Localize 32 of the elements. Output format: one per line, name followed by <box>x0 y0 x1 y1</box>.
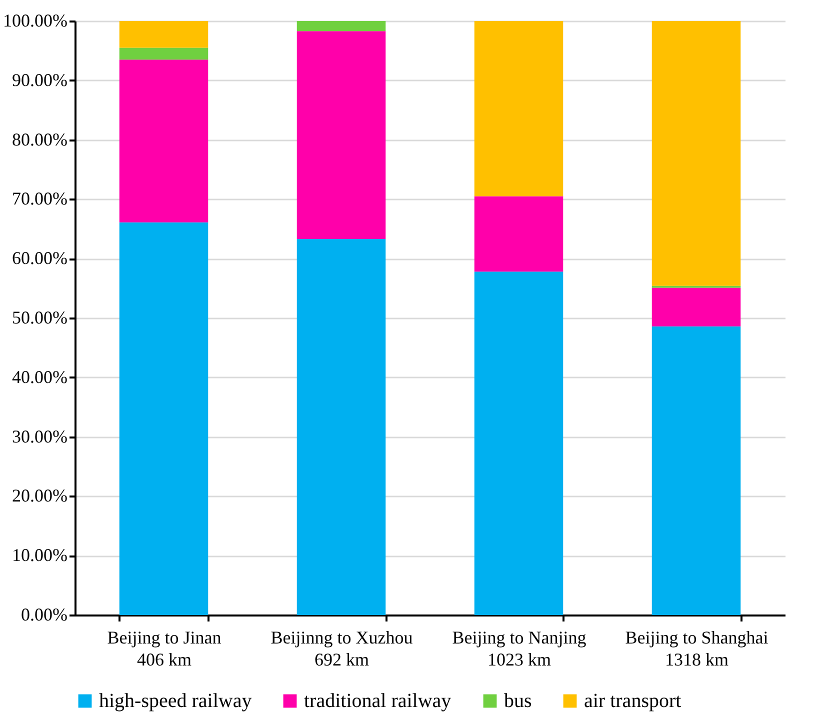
x-tick-label: Beijinng to Xuzhou 692 km <box>270 628 413 670</box>
bar <box>474 196 564 272</box>
y-tick-label: 30.00% <box>12 426 68 446</box>
bar <box>652 21 741 286</box>
bar <box>296 31 386 239</box>
y-tick-label: 10.00% <box>12 545 68 566</box>
y-tick-label: 20.00% <box>12 486 68 506</box>
bar <box>119 222 208 615</box>
legend-label: air transport <box>584 690 682 712</box>
y-tick-label: 40.00% <box>12 366 68 387</box>
bar <box>474 272 564 615</box>
bar <box>474 21 564 196</box>
y-tick-label: 70.00% <box>12 188 68 209</box>
legend-label: high-speed railway <box>99 690 252 712</box>
bar <box>119 21 208 48</box>
x-tick-label: Beijing to Shanghai 1318 km <box>625 628 768 670</box>
bar <box>652 288 741 326</box>
y-tick-label: 50.00% <box>12 308 68 328</box>
y-tick-label: 60.00% <box>12 248 68 268</box>
bar <box>119 60 208 222</box>
y-tick-label: 80.00% <box>12 129 68 150</box>
y-tick-label: 0.00% <box>21 604 68 624</box>
legend-label: traditional railway <box>304 690 452 712</box>
x-tick-label: Beijing to Nanjing 1023 km <box>452 628 586 670</box>
bar <box>652 326 741 615</box>
y-tick-label: 90.00% <box>12 70 68 90</box>
x-tick-label: Beijing to Jinan 406 km <box>107 628 222 670</box>
bar <box>119 48 208 60</box>
y-tick-label: 100.00% <box>3 10 68 30</box>
bar <box>296 21 386 32</box>
bar <box>296 239 386 615</box>
legend-label: bus <box>504 690 532 712</box>
